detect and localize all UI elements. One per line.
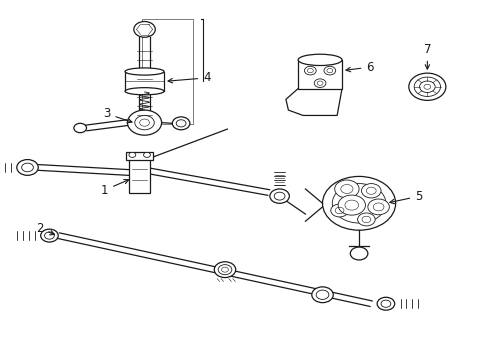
Circle shape (367, 199, 388, 215)
Bar (126, 152, 153, 160)
Circle shape (172, 117, 189, 130)
Circle shape (408, 73, 445, 100)
Text: 6: 6 (346, 60, 373, 74)
Circle shape (129, 152, 136, 157)
Circle shape (41, 229, 58, 242)
Circle shape (134, 22, 155, 37)
Ellipse shape (125, 87, 163, 95)
Circle shape (376, 297, 394, 310)
Circle shape (218, 265, 231, 275)
Circle shape (357, 213, 374, 226)
Circle shape (331, 184, 385, 223)
Text: 4: 4 (168, 71, 210, 84)
Circle shape (214, 262, 235, 278)
Polygon shape (285, 89, 341, 116)
Circle shape (314, 79, 325, 87)
Text: 2: 2 (36, 222, 54, 235)
Circle shape (330, 204, 347, 217)
Circle shape (423, 84, 430, 89)
Text: 3: 3 (103, 107, 132, 123)
Text: 5: 5 (389, 190, 422, 204)
Bar (298, 60, 341, 89)
Text: 1: 1 (101, 180, 128, 197)
Bar (129, 157, 150, 193)
Circle shape (311, 287, 332, 303)
Circle shape (17, 159, 38, 175)
Circle shape (334, 180, 358, 198)
Circle shape (337, 195, 365, 215)
Bar (125, 72, 163, 91)
Circle shape (74, 123, 86, 133)
Circle shape (143, 152, 150, 157)
Circle shape (413, 77, 440, 96)
Circle shape (322, 176, 395, 230)
Ellipse shape (125, 68, 163, 75)
Circle shape (269, 189, 289, 203)
Circle shape (127, 110, 161, 135)
Circle shape (221, 267, 228, 272)
Circle shape (349, 247, 367, 260)
Circle shape (304, 66, 316, 75)
Circle shape (361, 184, 380, 198)
Circle shape (324, 66, 335, 75)
Text: 7: 7 (423, 43, 430, 69)
Circle shape (419, 81, 434, 93)
Ellipse shape (298, 54, 341, 66)
Circle shape (316, 290, 328, 300)
